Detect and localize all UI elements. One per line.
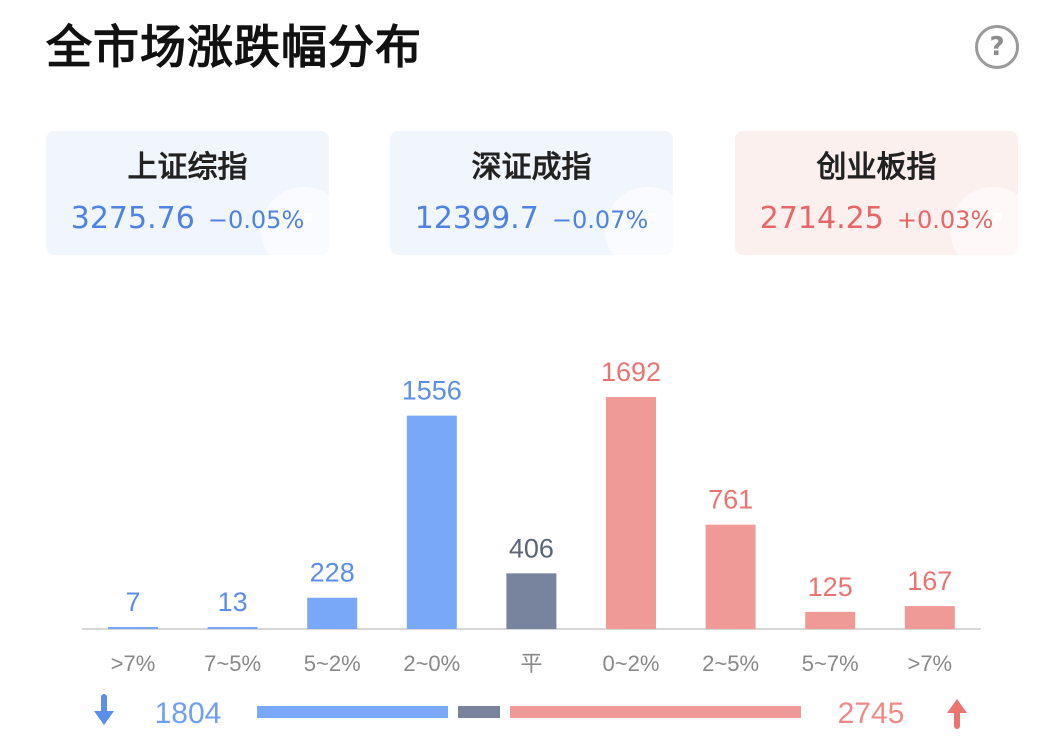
bar-7 [805, 611, 856, 629]
tick-labels-layer: >7% 7~5% 5~2% 2~0% 平 0~2% 2~5% 5~7% >7% [111, 651, 952, 676]
index-price: 12399.7 [414, 201, 539, 236]
help-icon[interactable]: ? [975, 25, 1019, 69]
tick-label-6: 2~5% [702, 651, 759, 676]
bar-value-label-8: 167 [907, 566, 952, 596]
bar-1 [207, 627, 258, 629]
bar-4 [506, 573, 557, 629]
bar-value-label-2: 228 [310, 558, 355, 588]
index-value-row: 3275.76 −0.05% [46, 199, 329, 240]
bar-6 [705, 524, 756, 629]
index-price: 3275.76 [70, 201, 195, 236]
tick-label-1: 7~5% [204, 651, 261, 676]
bar-value-label-6: 761 [708, 485, 753, 515]
card-arrow-icon: ↗ [638, 207, 660, 237]
bar-value-label-7: 125 [808, 572, 853, 602]
bar-value-label-3: 1556 [402, 376, 462, 406]
bar-8 [904, 606, 955, 629]
tick-label-8: >7% [907, 651, 952, 676]
bar-0 [108, 627, 158, 629]
index-card-shenzhen[interactable]: ↗ 深证成指 12399.7 −0.07% [390, 131, 673, 255]
summary-flat-segment [458, 706, 500, 718]
down-count: 1804 [155, 697, 222, 730]
page-title: 全市场涨跌幅分布 [46, 20, 422, 74]
bar-5 [606, 397, 656, 629]
bars-layer [108, 397, 955, 629]
index-name: 创业板指 [816, 150, 937, 185]
bar-value-label-5: 1692 [601, 357, 661, 387]
index-change: −0.05% [207, 206, 305, 234]
tick-label-3: 2~0% [403, 651, 460, 676]
summary-bar: 1804 2745 [94, 694, 967, 730]
index-name: 深证成指 [471, 150, 592, 185]
value-labels-layer: 7 13 228 1556 406 1692 761 125 167 [125, 357, 952, 617]
card-arrow-icon: ↗ [294, 207, 316, 237]
tick-label-4: 平 [520, 651, 542, 676]
tick-label-0: >7% [111, 651, 156, 676]
index-card-shanghai[interactable]: ↗ 上证综指 3275.76 −0.05% [46, 131, 329, 255]
bar-3 [406, 415, 457, 629]
down-arrow-head-icon [94, 711, 114, 725]
index-name: 上证综指 [127, 150, 248, 185]
tick-label-5: 0~2% [603, 651, 660, 676]
index-change: +0.03% [896, 206, 994, 234]
summary-up-segment [510, 706, 801, 718]
bar-2 [307, 597, 358, 629]
index-value-row: 12399.7 −0.07% [390, 199, 673, 240]
index-value-row: 2714.25 +0.03% [735, 199, 1018, 240]
bar-value-label-0: 7 [125, 587, 140, 617]
bar-value-label-4: 406 [509, 533, 554, 563]
tick-label-7: 5~7% [802, 651, 859, 676]
summary-down-segment [257, 706, 448, 718]
index-change: −0.07% [551, 206, 649, 234]
index-price: 2714.25 [759, 201, 884, 236]
card-arrow-icon: ↗ [983, 207, 1005, 237]
bar-value-label-1: 13 [218, 587, 248, 617]
index-card-chinext[interactable]: ↗ 创业板指 2714.25 +0.03% [735, 131, 1018, 255]
up-count: 2745 [838, 697, 905, 730]
tick-label-2: 5~2% [304, 651, 361, 676]
